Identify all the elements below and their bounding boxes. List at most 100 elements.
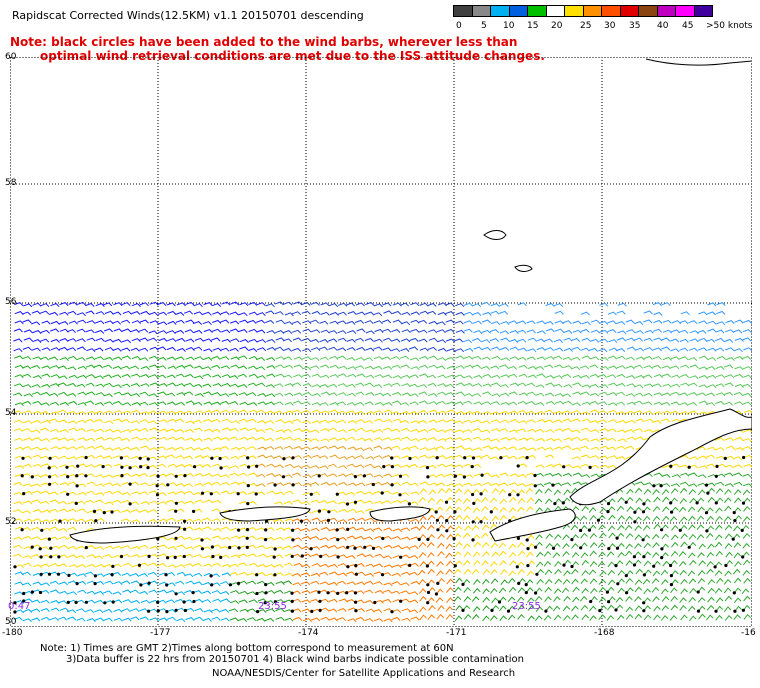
wind-barb	[518, 392, 528, 397]
wind-barb	[193, 581, 203, 586]
wind-barb	[579, 365, 590, 370]
wind-barb	[121, 580, 131, 585]
wind-barb	[481, 560, 489, 567]
wind-barb	[129, 481, 140, 486]
wind-barb	[661, 552, 669, 558]
wind-barb	[536, 578, 544, 585]
wind-barb	[607, 437, 617, 442]
wind-barb	[715, 400, 725, 405]
wind-barb	[282, 428, 293, 433]
wind-barb	[49, 311, 59, 316]
wind-barb	[50, 589, 60, 594]
wind-barb	[734, 436, 744, 441]
wind-barb	[256, 375, 266, 380]
lat-label: 54	[5, 408, 17, 418]
wind-barb	[581, 559, 589, 566]
wind-barb	[184, 573, 194, 578]
wind-barb	[310, 338, 320, 343]
wind-barb	[373, 410, 383, 415]
wind-barb	[184, 563, 194, 568]
wind-barb	[49, 563, 59, 567]
wind-barb	[22, 618, 32, 623]
wind-barb	[219, 455, 230, 460]
contamination-dot	[335, 528, 339, 532]
wind-barb	[32, 454, 42, 459]
wind-barb	[489, 561, 498, 568]
wind-barb	[653, 374, 663, 378]
wind-barb	[210, 608, 221, 613]
wind-barb	[59, 455, 69, 460]
wind-barb	[670, 410, 680, 415]
wind-barb	[481, 524, 490, 531]
wind-barb	[723, 391, 734, 396]
wind-barb	[212, 311, 222, 316]
wind-barb	[86, 437, 96, 442]
wind-barb	[374, 500, 384, 505]
wind-barb	[49, 499, 59, 504]
wind-barb	[49, 474, 59, 479]
wind-barb	[14, 581, 24, 586]
wind-barb	[633, 410, 643, 415]
wind-barb	[301, 546, 311, 551]
wind-barb	[167, 382, 177, 387]
wind-barb	[194, 464, 204, 469]
wind-barb	[608, 498, 616, 504]
wind-barb	[113, 608, 123, 613]
wind-barb	[581, 505, 589, 512]
wind-barb	[534, 498, 543, 505]
wind-barb	[14, 564, 24, 569]
wind-barb	[446, 496, 454, 503]
wind-barb	[698, 355, 708, 360]
contamination-dot	[120, 474, 124, 478]
wind-barb	[194, 499, 204, 504]
wind-barb	[490, 587, 498, 594]
wind-barb	[615, 391, 626, 396]
contamination-dot	[147, 581, 151, 585]
wind-barb	[509, 330, 519, 334]
wind-barb	[86, 320, 96, 325]
wind-barb	[111, 483, 122, 487]
wind-barb	[499, 506, 507, 513]
wind-barb	[166, 330, 176, 335]
wind-barb	[59, 311, 69, 316]
wind-barb	[481, 454, 491, 459]
wind-barb	[86, 590, 96, 595]
wind-barb	[392, 391, 402, 396]
wind-barb	[382, 374, 392, 379]
wind-barb	[436, 365, 446, 370]
wind-barb	[391, 364, 401, 369]
contamination-dot	[74, 501, 78, 505]
wind-barb	[679, 464, 689, 469]
wind-barb	[301, 581, 311, 586]
wind-barb	[32, 509, 42, 513]
wind-barb	[688, 392, 698, 396]
wind-barb	[104, 338, 114, 343]
wind-barb	[274, 536, 284, 541]
wind-barb	[418, 525, 427, 531]
wind-barb	[14, 465, 24, 469]
contamination-dot	[669, 574, 674, 578]
contamination-dot	[48, 475, 52, 479]
contamination-dot	[110, 510, 114, 514]
wind-barb	[490, 615, 498, 621]
wind-barb	[94, 609, 104, 614]
contamination-dot	[659, 484, 663, 488]
wind-barb	[58, 375, 68, 380]
wind-barb	[31, 321, 41, 326]
wind-barb	[680, 614, 688, 621]
wind-barb	[642, 515, 651, 522]
wind-barb	[535, 587, 543, 594]
wind-barb	[482, 411, 492, 416]
wind-barb	[121, 446, 132, 451]
wind-barb	[248, 409, 258, 414]
wind-barb	[437, 524, 446, 531]
wind-barb	[554, 428, 564, 433]
wind-barb	[625, 445, 635, 450]
wind-barb	[67, 382, 77, 387]
wind-barb	[626, 436, 636, 441]
wind-barb	[121, 339, 132, 344]
wind-barb	[148, 311, 159, 316]
wind-barb	[463, 437, 473, 442]
wind-barb	[482, 383, 492, 388]
wind-barb	[400, 348, 410, 352]
